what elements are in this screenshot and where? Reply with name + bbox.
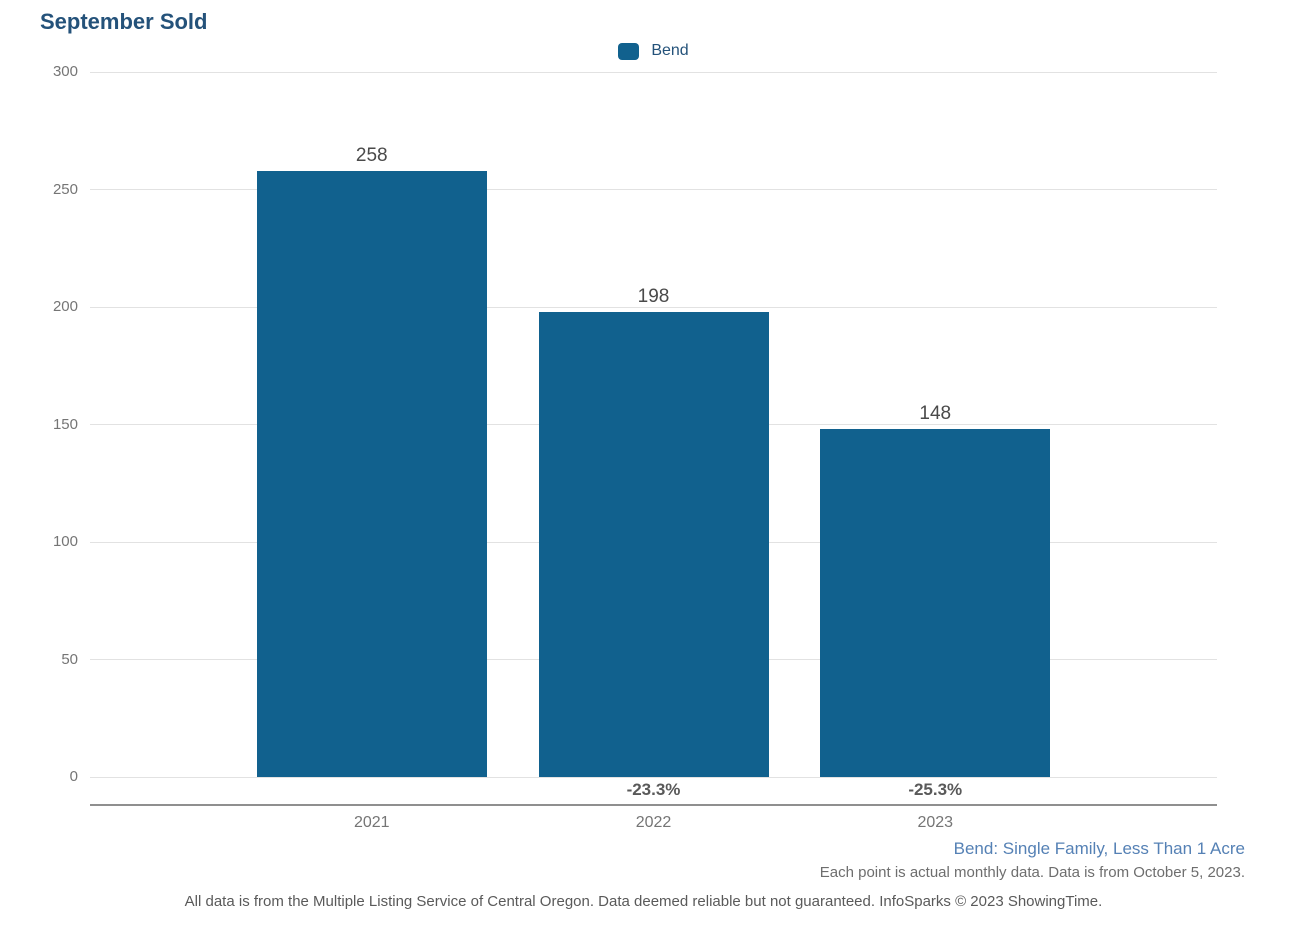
x-axis-tick-2022: 2022 — [635, 814, 672, 831]
bar-value-label-2021: 258 — [355, 144, 388, 166]
disclaimer-text: All data is from the Multiple Listing Se… — [184, 893, 1103, 910]
pct-change-label-2022: -23.3% — [626, 780, 681, 799]
bar-value-label-2022: 198 — [637, 285, 670, 307]
gridline-250 — [90, 189, 1217, 190]
series-description-footnote: Bend: Single Family, Less Than 1 Acre — [953, 839, 1245, 858]
y-axis-tick-300: 300 — [52, 63, 78, 80]
x-axis-tick-2021: 2021 — [353, 814, 390, 831]
x-axis-line — [90, 804, 1217, 806]
gridline-0 — [90, 776, 1217, 778]
y-axis-tick-250: 250 — [52, 180, 78, 198]
y-axis-tick-100: 100 — [52, 533, 78, 550]
y-axis-tick-150: 150 — [52, 415, 78, 433]
legend-item-label: Bend — [651, 42, 689, 59]
bar-2023[interactable] — [820, 429, 1051, 777]
chart-title: September Sold — [40, 9, 208, 34]
pct-change-label-2023: -25.3% — [908, 780, 963, 799]
bar-value-label-2023: 148 — [919, 403, 952, 425]
bar-2021[interactable] — [256, 170, 487, 777]
legend-item-bend[interactable]: Bend — [618, 42, 689, 60]
data-source-note: Each point is actual monthly data. Data … — [819, 864, 1245, 881]
y-axis-tick-200: 200 — [52, 298, 78, 315]
y-axis-tick-0: 0 — [69, 768, 78, 785]
gridline-200 — [90, 306, 1217, 308]
x-axis-tick-2023: 2023 — [917, 814, 954, 831]
gridline-300 — [90, 71, 1217, 73]
bar-2022[interactable] — [538, 311, 769, 777]
legend-swatch-icon — [618, 42, 640, 60]
y-axis-tick-50: 50 — [61, 650, 78, 668]
chart-legend: Bend — [90, 42, 1217, 60]
